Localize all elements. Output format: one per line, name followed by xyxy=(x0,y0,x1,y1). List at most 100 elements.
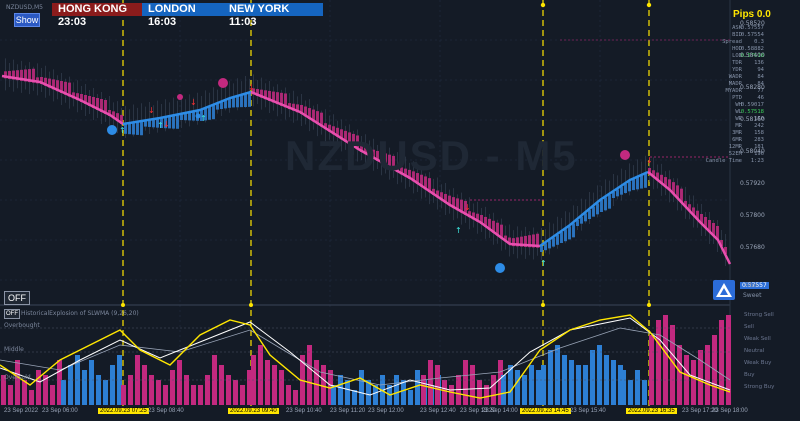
price-tick: 0.57800 xyxy=(740,212,765,219)
candle-bar xyxy=(48,78,51,88)
stat-value: 0.57518 xyxy=(740,53,764,59)
price-tick: 0.57557 xyxy=(740,282,769,289)
candle-bar xyxy=(304,106,307,117)
candle-bar xyxy=(256,89,259,97)
show-button[interactable]: Show xyxy=(14,13,40,27)
histogram-bar xyxy=(89,360,94,405)
stat-key: MADR xyxy=(728,81,742,87)
stat-key: 3MR xyxy=(732,130,742,136)
candle-bar xyxy=(224,100,227,109)
candle-bar xyxy=(124,123,127,134)
time-tick: 23 Sep 10:40 xyxy=(286,408,322,414)
stat-row: 12MR 181 xyxy=(694,144,764,151)
histogram-bar xyxy=(435,365,440,405)
candle-bar xyxy=(76,93,79,101)
stat-row: YDR 94 xyxy=(694,67,764,74)
histogram-bar xyxy=(272,365,277,405)
candle-bar xyxy=(656,172,659,181)
price-tick: 0.57680 xyxy=(740,244,765,251)
time-tick: 23 Sep 15:40 xyxy=(570,408,606,414)
svg-text:↓: ↓ xyxy=(248,83,255,92)
stat-row: 6MR 283 xyxy=(694,137,764,144)
price-tick: 0.57920 xyxy=(740,180,765,187)
histogram-bar xyxy=(117,355,122,405)
candle-bar xyxy=(624,184,627,193)
clock-time: 23:03 xyxy=(58,16,87,28)
histogram-bar xyxy=(240,385,245,405)
symbol-label: NZDUSD,M5 xyxy=(6,4,43,11)
price-tick: 0.58400 xyxy=(740,52,765,59)
stat-value: 150 xyxy=(754,116,764,122)
time-tick: 23 Sep 14:00 xyxy=(482,408,518,414)
histogram-bar xyxy=(219,365,224,405)
histogram-bar xyxy=(352,390,357,405)
oversold-label: Oversold xyxy=(4,374,31,381)
broker-logo xyxy=(713,280,735,300)
histogram-bar xyxy=(212,355,217,405)
candle-bar xyxy=(552,237,555,247)
histogram-bar xyxy=(142,365,147,405)
stat-key: 6MR xyxy=(732,137,742,143)
histogram-bar xyxy=(103,380,108,405)
candle-bar xyxy=(272,91,275,103)
off-main-button[interactable]: OFF xyxy=(4,291,30,305)
candle-bar xyxy=(244,94,247,107)
candle-bar xyxy=(420,174,423,187)
svg-text:↑: ↑ xyxy=(455,226,462,235)
histogram-bar xyxy=(15,360,20,405)
candle-bar xyxy=(436,190,439,198)
candle-bar xyxy=(112,111,115,119)
histogram-bar xyxy=(205,375,210,405)
histogram-bar xyxy=(698,350,703,405)
candle-bar xyxy=(676,185,679,199)
histogram-bar xyxy=(663,315,668,405)
candle-bar xyxy=(384,153,387,166)
histogram-bar xyxy=(394,375,399,405)
histogram-bar xyxy=(247,370,252,405)
stat-key: WH xyxy=(735,102,742,108)
histogram-bar xyxy=(314,360,319,405)
pips-display: Pips 0.0 xyxy=(733,9,771,20)
stat-key: WL xyxy=(735,109,742,115)
clock-city: NEW YORK xyxy=(229,3,290,15)
svg-text:↑: ↑ xyxy=(540,259,547,268)
candle-bar xyxy=(560,232,563,243)
candle-bar xyxy=(88,96,91,106)
candle-bar xyxy=(440,192,443,201)
candle-bar xyxy=(336,127,339,137)
stat-row: MR 242 xyxy=(694,123,764,130)
stat-key: WADR xyxy=(728,74,742,80)
candle-bar xyxy=(284,93,287,108)
candle-bar xyxy=(204,108,207,121)
candle-bar xyxy=(588,210,591,219)
stat-row: PTD 46 xyxy=(694,95,764,102)
candle-bar xyxy=(648,168,651,174)
stat-row: 52EM 196 xyxy=(694,151,764,158)
histogram-bar xyxy=(449,385,454,405)
histogram-bar xyxy=(50,385,55,405)
time-tick: 2022.09.23 07:25 xyxy=(98,408,149,414)
histogram-bar xyxy=(583,365,588,405)
candle-bar xyxy=(508,237,511,245)
stat-value: 0.57518 xyxy=(740,109,764,115)
histogram-bar xyxy=(359,370,364,405)
fibo-button[interactable]: Fibo xyxy=(745,282,758,289)
candle-bar xyxy=(260,89,263,98)
histogram-bar xyxy=(121,385,126,405)
candle-bar xyxy=(300,105,303,114)
histogram-bar xyxy=(149,375,154,405)
histogram-bar xyxy=(498,360,503,405)
off-indicator-button[interactable]: OFF xyxy=(4,309,20,319)
candle-bar xyxy=(52,79,55,90)
stat-value: 0.57554 xyxy=(740,32,764,38)
histogram-bar xyxy=(96,375,101,405)
candle-bar xyxy=(312,109,315,122)
price-tick: 0.58040 xyxy=(740,148,765,155)
stat-key: YDR xyxy=(732,67,742,73)
stat-row: BID 0.57554 xyxy=(694,32,764,39)
sweet-button[interactable]: Sweet xyxy=(743,292,762,299)
stat-key: Candle Time xyxy=(705,158,742,164)
stat-value: 1:23 xyxy=(750,158,764,164)
candle-bar xyxy=(572,223,575,238)
